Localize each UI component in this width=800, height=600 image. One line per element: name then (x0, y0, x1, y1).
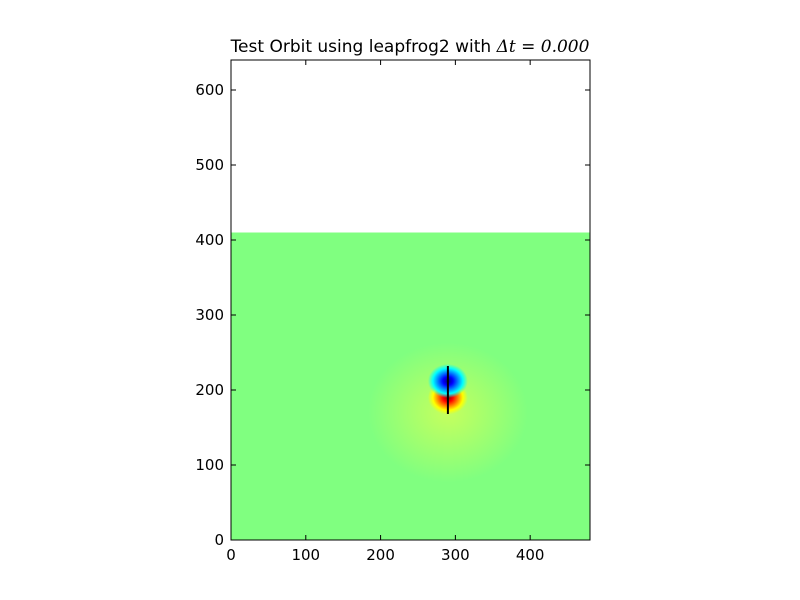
title-math: Δt = 0.000 (496, 37, 590, 57)
axes-frame (230, 59, 591, 541)
y-tick-label: 400 (195, 231, 224, 249)
x-tick-label: 200 (366, 546, 395, 564)
y-tick-label: 600 (195, 81, 224, 99)
y-tick-label: 500 (195, 156, 224, 174)
y-tick-label: 300 (195, 306, 224, 324)
x-tick-label: 300 (441, 546, 470, 564)
y-tick-label: 200 (195, 381, 224, 399)
title-text: Test Orbit using leapfrog2 with (230, 37, 497, 57)
x-tick-label: 400 (516, 546, 545, 564)
y-tick-label: 100 (195, 456, 224, 474)
x-tick-label: 100 (291, 546, 320, 564)
y-tick-label: 0 (214, 531, 224, 549)
chart-title: Test Orbit using leapfrog2 with Δt = 0.0… (230, 37, 590, 57)
x-tick-label: 0 (226, 546, 236, 564)
x-axis: 0 100 200 300 400 (226, 60, 544, 564)
y-axis: 0 100 200 300 400 500 600 (195, 81, 590, 549)
potential-field (231, 232, 590, 540)
